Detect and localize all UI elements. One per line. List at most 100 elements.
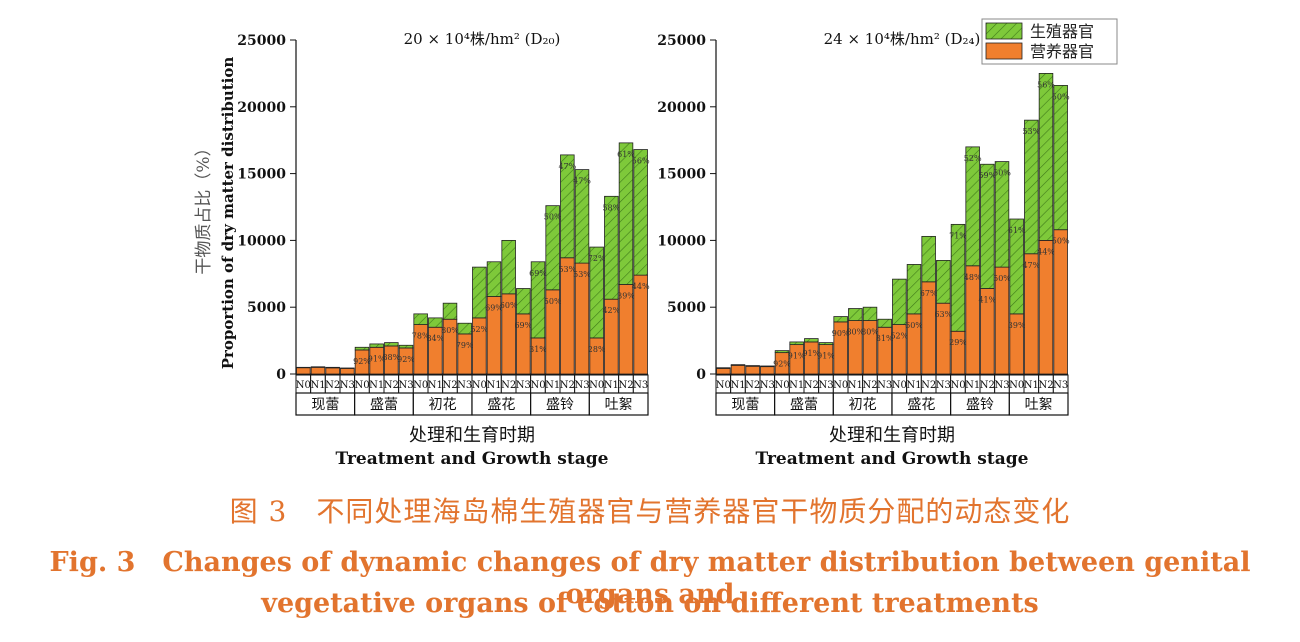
figure-caption-cn: 图 3 不同处理海岛棉生殖器官与营养器官干物质分配的动态变化 <box>229 495 1071 528</box>
stage-label: 现蕾 <box>731 397 759 413</box>
stage-label: 盛花 <box>487 397 515 413</box>
bar-reproductive <box>1024 119 1039 255</box>
data-label-vegetative: 53% <box>558 265 576 274</box>
y-tick-label: 20000 <box>237 100 286 116</box>
stage-label: 吐絮 <box>1025 396 1053 413</box>
chart-panel-d24: 0 5000 10000 15000 20000 25000 24 × 10⁴株/hm² (… <box>657 30 1070 469</box>
data-label-vegetative: 53% <box>573 270 591 279</box>
chart-title: 20 × 10⁴株/hm² (D₂₀) <box>404 30 561 48</box>
stage-label: 盛铃 <box>546 397 574 413</box>
data-label-reproductive: 56% <box>1037 80 1055 89</box>
bar-vegetative <box>804 341 819 375</box>
treatment-label: N2 <box>384 380 399 391</box>
bar-vegetative <box>310 366 326 375</box>
bar-reproductive <box>516 288 531 315</box>
y-tick-label: 0 <box>696 367 706 383</box>
bar-reproductive <box>325 366 340 369</box>
x-axis-label-en: Treatment and Growth stage <box>756 449 1029 469</box>
data-label-vegetative: 91% <box>817 352 835 361</box>
treatment-label: N3 <box>1053 380 1068 391</box>
data-label-reproductive: 71% <box>949 231 967 240</box>
stage-label: 盛蕾 <box>790 397 818 413</box>
bar-vegetative <box>340 367 355 375</box>
figure: 0 5000 10000 15000 20000 25000 20 × 10⁴株/hm² (… <box>194 18 1118 469</box>
y-tick-label: 25000 <box>237 33 286 49</box>
bar-reproductive <box>384 342 399 347</box>
data-label-vegetative: 50% <box>544 297 562 306</box>
data-label-reproductive: 47% <box>558 162 576 171</box>
treatment-label: N0 <box>296 380 311 391</box>
figure-caption-en-line1: Fig. 3 Changes of dynamic changes of dry… <box>49 547 1251 610</box>
chart-panel-d20: 0 5000 10000 15000 20000 25000 20 × 10⁴株/hm² (… <box>194 30 650 469</box>
bar-reproductive <box>921 235 936 283</box>
x-axis-label-cn: 处理和生育时期 <box>829 425 955 446</box>
treatment-label: N0 <box>354 380 369 391</box>
y-tick-label: 15000 <box>237 167 286 183</box>
bar-vegetative <box>325 367 340 375</box>
bar-reproductive <box>906 264 922 315</box>
stage-label: 初花 <box>849 396 877 413</box>
bar-reproductive <box>472 266 487 319</box>
bar-reproductive <box>848 308 863 321</box>
treatment-label: N1 <box>848 380 863 391</box>
bar-reproductive <box>589 246 604 339</box>
data-label-vegetative: 60% <box>905 321 923 330</box>
bar-reproductive <box>980 163 995 289</box>
data-label-reproductive: 56% <box>632 157 650 166</box>
y-tick-label: 10000 <box>657 233 706 249</box>
treatment-label: N0 <box>472 380 487 391</box>
bar-vegetative <box>745 365 760 375</box>
treatment-label: N3 <box>760 380 775 391</box>
data-label-vegetative: 92% <box>773 360 791 369</box>
y-tick-label: 20000 <box>657 100 706 116</box>
bar-reproductive <box>398 344 414 349</box>
bar-reproductive <box>486 261 502 297</box>
treatment-label: N0 <box>716 380 731 391</box>
treatment-label: N0 <box>774 380 789 391</box>
stage-label: 初花 <box>429 396 457 413</box>
bar-reproductive <box>936 260 951 304</box>
stage-label: 现蕾 <box>311 397 339 413</box>
bar-reproductive <box>892 278 907 325</box>
y-axis-label-cn: 干物质占比（%） <box>194 139 214 274</box>
data-label-vegetative: 31% <box>529 345 547 354</box>
treatment-label: N1 <box>428 380 443 391</box>
bar-reproductive <box>818 342 834 346</box>
treatment-label: N1 <box>730 380 745 391</box>
treatment-label: N1 <box>965 380 980 391</box>
data-label-vegetative: 63% <box>934 310 952 319</box>
legend-swatch-reproductive <box>985 22 1023 40</box>
bar-vegetative <box>1024 253 1039 375</box>
stage-cell <box>588 392 649 416</box>
treatment-label: N0 <box>833 380 848 391</box>
bar-reproductive <box>1038 73 1054 241</box>
data-label-reproductive: 47% <box>573 177 591 186</box>
bar-reproductive <box>530 261 546 339</box>
bar-reproductive <box>501 239 516 295</box>
treatment-label: N2 <box>862 380 877 391</box>
y-tick-label: 5000 <box>667 300 706 316</box>
treatment-label: N0 <box>1009 380 1024 391</box>
data-label-vegetative: 80% <box>846 328 864 337</box>
data-label-vegetative: 79% <box>456 341 474 350</box>
bar-reproductive <box>730 364 746 366</box>
bar-reproductive <box>862 306 878 321</box>
bar-reproductive <box>833 316 848 323</box>
bar-reproductive <box>604 195 619 300</box>
data-label-reproductive: 50% <box>1052 92 1070 101</box>
treatment-label: N2 <box>325 380 340 391</box>
treatment-label: N2 <box>921 380 936 391</box>
x-axis-label-en: Treatment and Growth stage <box>336 449 609 469</box>
data-label-vegetative: 52% <box>470 325 488 334</box>
data-label-vegetative: 42% <box>602 306 620 315</box>
treatment-label: N3 <box>398 380 413 391</box>
bar-reproductive <box>457 322 472 335</box>
y-tick-label: 10000 <box>237 233 286 249</box>
bar-vegetative <box>574 262 590 375</box>
data-label-reproductive: 53% <box>1022 127 1040 136</box>
data-label-vegetative: 88% <box>382 353 400 362</box>
treatment-label: N3 <box>877 380 892 391</box>
treatment-label: N3 <box>633 380 648 391</box>
treatment-label: N3 <box>340 380 355 391</box>
legend-label-reproductive: 生殖器官 <box>1030 22 1094 41</box>
